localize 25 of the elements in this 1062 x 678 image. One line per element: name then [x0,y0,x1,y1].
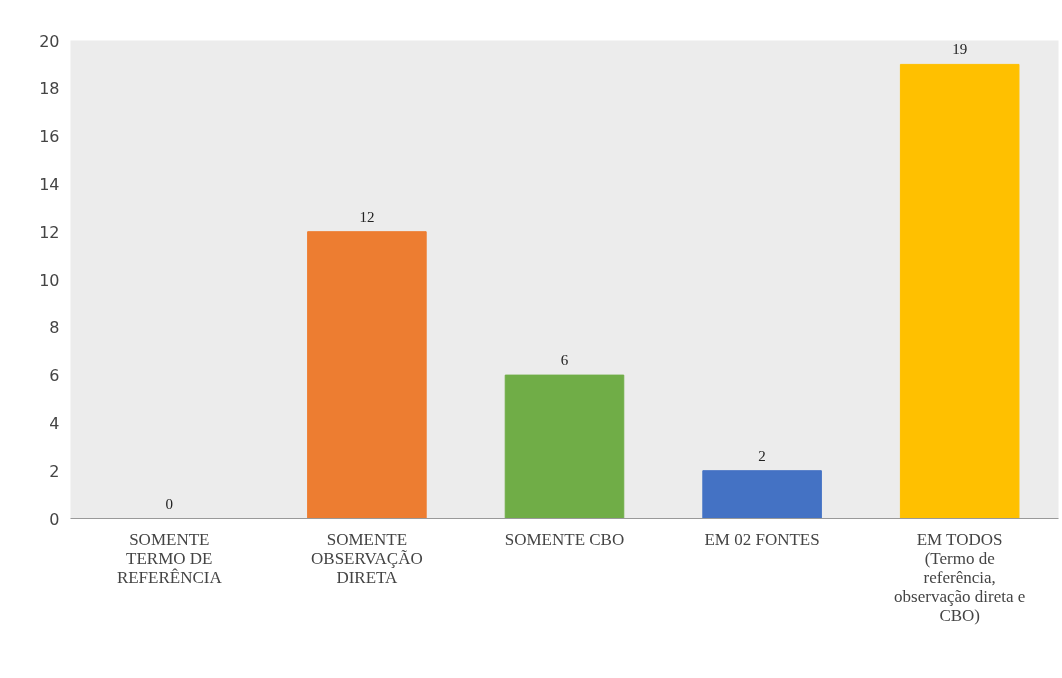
y-tick-label: 0 [49,509,60,529]
x-tick-label: SOMENTE TERMO DE REFERÊNCIA [116,529,223,587]
y-tick-label: 10 [39,270,60,290]
bar [702,470,822,519]
x-tick-label: EM 02 FONTES [704,529,820,549]
bar [504,374,625,519]
data-label: 0 [165,495,174,512]
y-tick-label: 4 [49,413,60,433]
x-tick-label: SOMENTE CBO [504,529,625,549]
bar [307,231,427,519]
x-tick-label: SOMENTE OBSERVAÇÃO DIRETA [311,529,423,587]
y-tick-label: 20 [39,31,60,51]
y-tick-label: 6 [49,366,60,386]
y-tick-label: 14 [39,174,60,194]
data-label: 12 [359,208,375,225]
bar [899,63,1020,519]
x-tick-label: EM TODOS (Termo de referência, observação direta e CBO) [894,529,1026,625]
y-tick-label: 16 [39,127,60,147]
y-tick-label: 18 [39,79,60,99]
data-label: 2 [758,447,766,464]
y-tick-label: 2 [49,461,60,481]
data-label: 19 [952,41,968,58]
y-tick-label: 12 [39,222,60,242]
data-label: 6 [560,352,569,369]
y-tick-label: 8 [49,318,60,338]
